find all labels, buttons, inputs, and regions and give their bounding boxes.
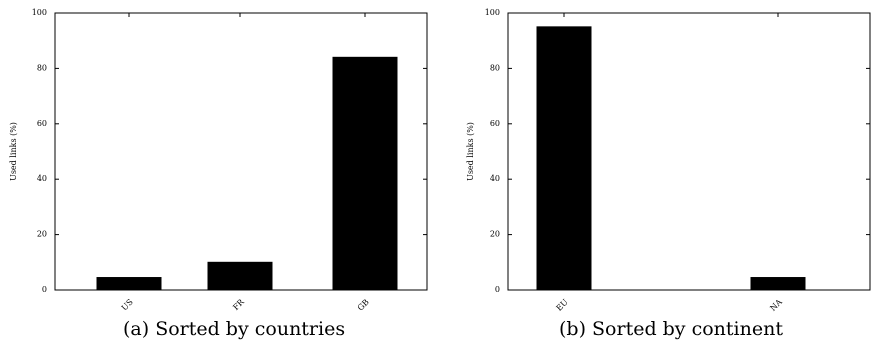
x-tick-label: FR	[231, 297, 246, 312]
bar-gb	[332, 56, 398, 291]
y-tick-label: 20	[490, 230, 500, 239]
y-axis-label: Used links (%)	[9, 122, 18, 181]
y-tick-label: 60	[37, 119, 47, 128]
y-tick-label: 60	[490, 119, 500, 128]
bars	[536, 26, 806, 291]
bar-eu	[536, 26, 592, 291]
caption-b: (b) Sorted by continent	[559, 318, 783, 340]
x-tick-label: NA	[768, 297, 784, 313]
bar-fr	[207, 261, 273, 291]
x-tick-label: US	[120, 297, 135, 312]
y-axis-label: Used links (%)	[466, 122, 475, 181]
y-tick-label: 100	[32, 8, 47, 17]
y-tick-label: 100	[485, 8, 500, 17]
y-tick-label: 0	[42, 285, 47, 294]
y-tick-label: 20	[37, 230, 47, 239]
y-axis: 0 20 40 60 80 100	[32, 8, 427, 294]
chart-panel-countries: 0 20 40 60 80 100 US FR GB Used links (%)	[9, 8, 428, 313]
x-tick-label: GB	[356, 297, 371, 312]
bars	[96, 56, 398, 291]
chart-panel-continent: 0 20 40 60 80 100 EU NA Used links (%)	[466, 8, 871, 313]
y-tick-label: 40	[490, 174, 500, 183]
y-axis: 0 20 40 60 80 100	[485, 8, 870, 294]
y-tick-label: 0	[495, 285, 500, 294]
x-tick-label: EU	[555, 297, 570, 312]
plot-frame	[507, 12, 871, 291]
caption-a: (a) Sorted by countries	[123, 318, 346, 340]
y-tick-label: 80	[490, 63, 500, 72]
y-tick-label: 40	[37, 174, 47, 183]
y-tick-label: 80	[37, 63, 47, 72]
